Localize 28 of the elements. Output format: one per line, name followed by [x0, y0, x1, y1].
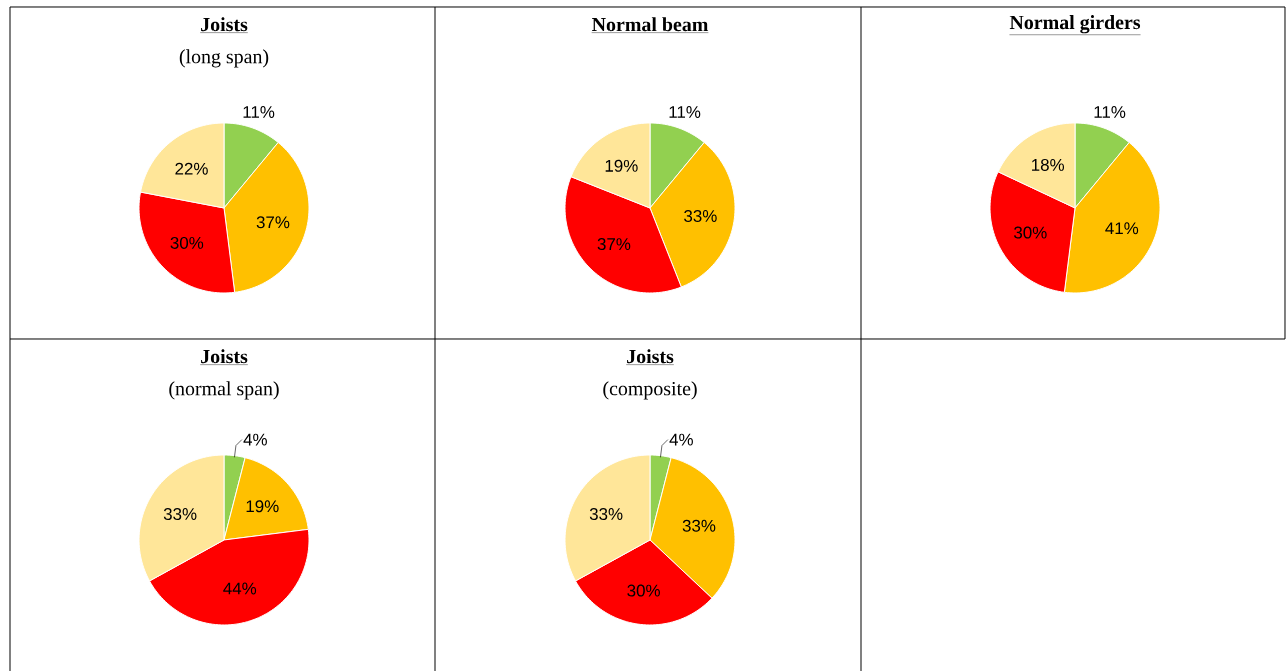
data-label: 11%	[669, 106, 701, 118]
chart-title: Joists	[201, 349, 248, 364]
data-label: 33%	[163, 508, 197, 521]
chart-subtitle: (normal span)	[169, 381, 279, 400]
data-label: 33%	[684, 209, 717, 222]
chart-title: Normal beam	[592, 17, 709, 32]
data-label: 11%	[243, 106, 275, 118]
data-label: 4%	[243, 433, 267, 446]
data-label: 19%	[605, 159, 638, 172]
data-label: 33%	[589, 508, 623, 521]
data-label: 4%	[669, 433, 693, 446]
data-label: 37%	[597, 238, 631, 251]
data-label: 37%	[256, 216, 290, 229]
data-label: 22%	[175, 162, 208, 175]
chart-title: Normal girders	[1009, 15, 1141, 34]
chart-title: Joists	[627, 349, 674, 364]
data-label: 30%	[1014, 226, 1047, 239]
chart-subtitle: (long span)	[179, 49, 269, 68]
chart-subtitle: (composite)	[603, 381, 697, 400]
data-label: 19%	[246, 500, 279, 513]
chart-title: Joists	[201, 17, 248, 32]
data-label: 18%	[1032, 158, 1065, 171]
data-label: 30%	[170, 236, 204, 249]
data-label: 41%	[1105, 222, 1139, 235]
data-label: 11%	[1094, 106, 1126, 118]
data-label: 30%	[627, 584, 660, 597]
data-label: 33%	[682, 519, 716, 532]
data-label: 44%	[223, 582, 257, 595]
